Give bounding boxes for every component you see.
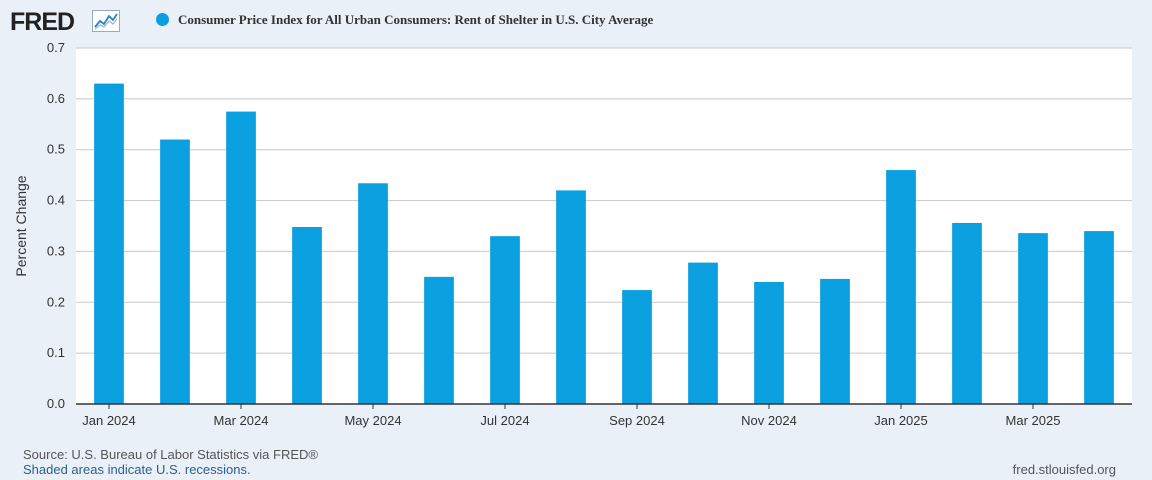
bars (94, 83, 1114, 405)
footer-source: Source: U.S. Bureau of Labor Statistics … (23, 447, 318, 462)
bar-2024-06[interactable] (424, 276, 454, 404)
bar-2024-07[interactable] (490, 236, 520, 404)
chart-header: FRED Consumer Price Index for All Urban … (8, 6, 1138, 36)
y-axis-ticks: 0.0 0.1 0.2 0.3 0.4 0.5 0.6 0.7 (47, 40, 65, 411)
bar-2025-02[interactable] (952, 222, 982, 404)
x-tick-label: Mar 2024 (214, 413, 269, 428)
bar-2025-04[interactable] (1084, 231, 1114, 404)
x-axis-ticks: Jan 2024 Mar 2024 May 2024 Jul 2024 Sep 2024… (82, 404, 1060, 428)
bar-chart: 0.0 0.1 0.2 0.3 0.4 0.5 0.6 0.7 Jan 2024 Mar 202… (13, 40, 1132, 428)
y-tick-label: 0.2 (47, 294, 65, 309)
y-tick-label: 0.4 (47, 193, 65, 208)
x-tick-label: Jan 2024 (82, 413, 136, 428)
bar-2024-09[interactable] (622, 290, 652, 404)
y-axis-label: Percent Change (13, 175, 29, 276)
bar-2024-12[interactable] (820, 278, 850, 404)
y-tick-label: 0.5 (47, 142, 65, 157)
bar-2024-11[interactable] (754, 281, 784, 404)
x-tick-label: May 2024 (344, 413, 401, 428)
chart-title: Consumer Price Index for All Urban Consu… (178, 12, 654, 27)
footer-recessions-note[interactable]: Shaded areas indicate U.S. recessions. (23, 462, 251, 477)
bar-2024-02[interactable] (160, 139, 190, 405)
bar-2024-08[interactable] (556, 190, 586, 404)
legend-series-marker (156, 13, 169, 26)
y-tick-label: 0.7 (47, 40, 65, 55)
bar-2024-10[interactable] (688, 262, 718, 404)
fred-logo[interactable]: FRED (10, 8, 75, 36)
footer-url[interactable]: fred.stlouisfed.org (1012, 462, 1116, 477)
line-chart-icon (92, 10, 120, 32)
y-tick-label: 0.3 (47, 243, 65, 258)
bar-2025-03[interactable] (1018, 233, 1048, 404)
bar-2024-05[interactable] (358, 183, 388, 404)
x-tick-label: Jul 2024 (480, 413, 529, 428)
x-tick-label: Sep 2024 (609, 413, 665, 428)
y-tick-label: 0.1 (47, 345, 65, 360)
bar-2024-01[interactable] (94, 83, 124, 404)
y-tick-label: 0.0 (47, 396, 65, 411)
bar-2025-01[interactable] (886, 170, 916, 404)
bar-2024-03[interactable] (226, 111, 256, 405)
x-tick-label: Nov 2024 (741, 413, 797, 428)
x-tick-label: Jan 2025 (874, 413, 928, 428)
x-tick-label: Mar 2025 (1006, 413, 1061, 428)
y-tick-label: 0.6 (47, 91, 65, 106)
bar-2024-04[interactable] (292, 227, 322, 404)
